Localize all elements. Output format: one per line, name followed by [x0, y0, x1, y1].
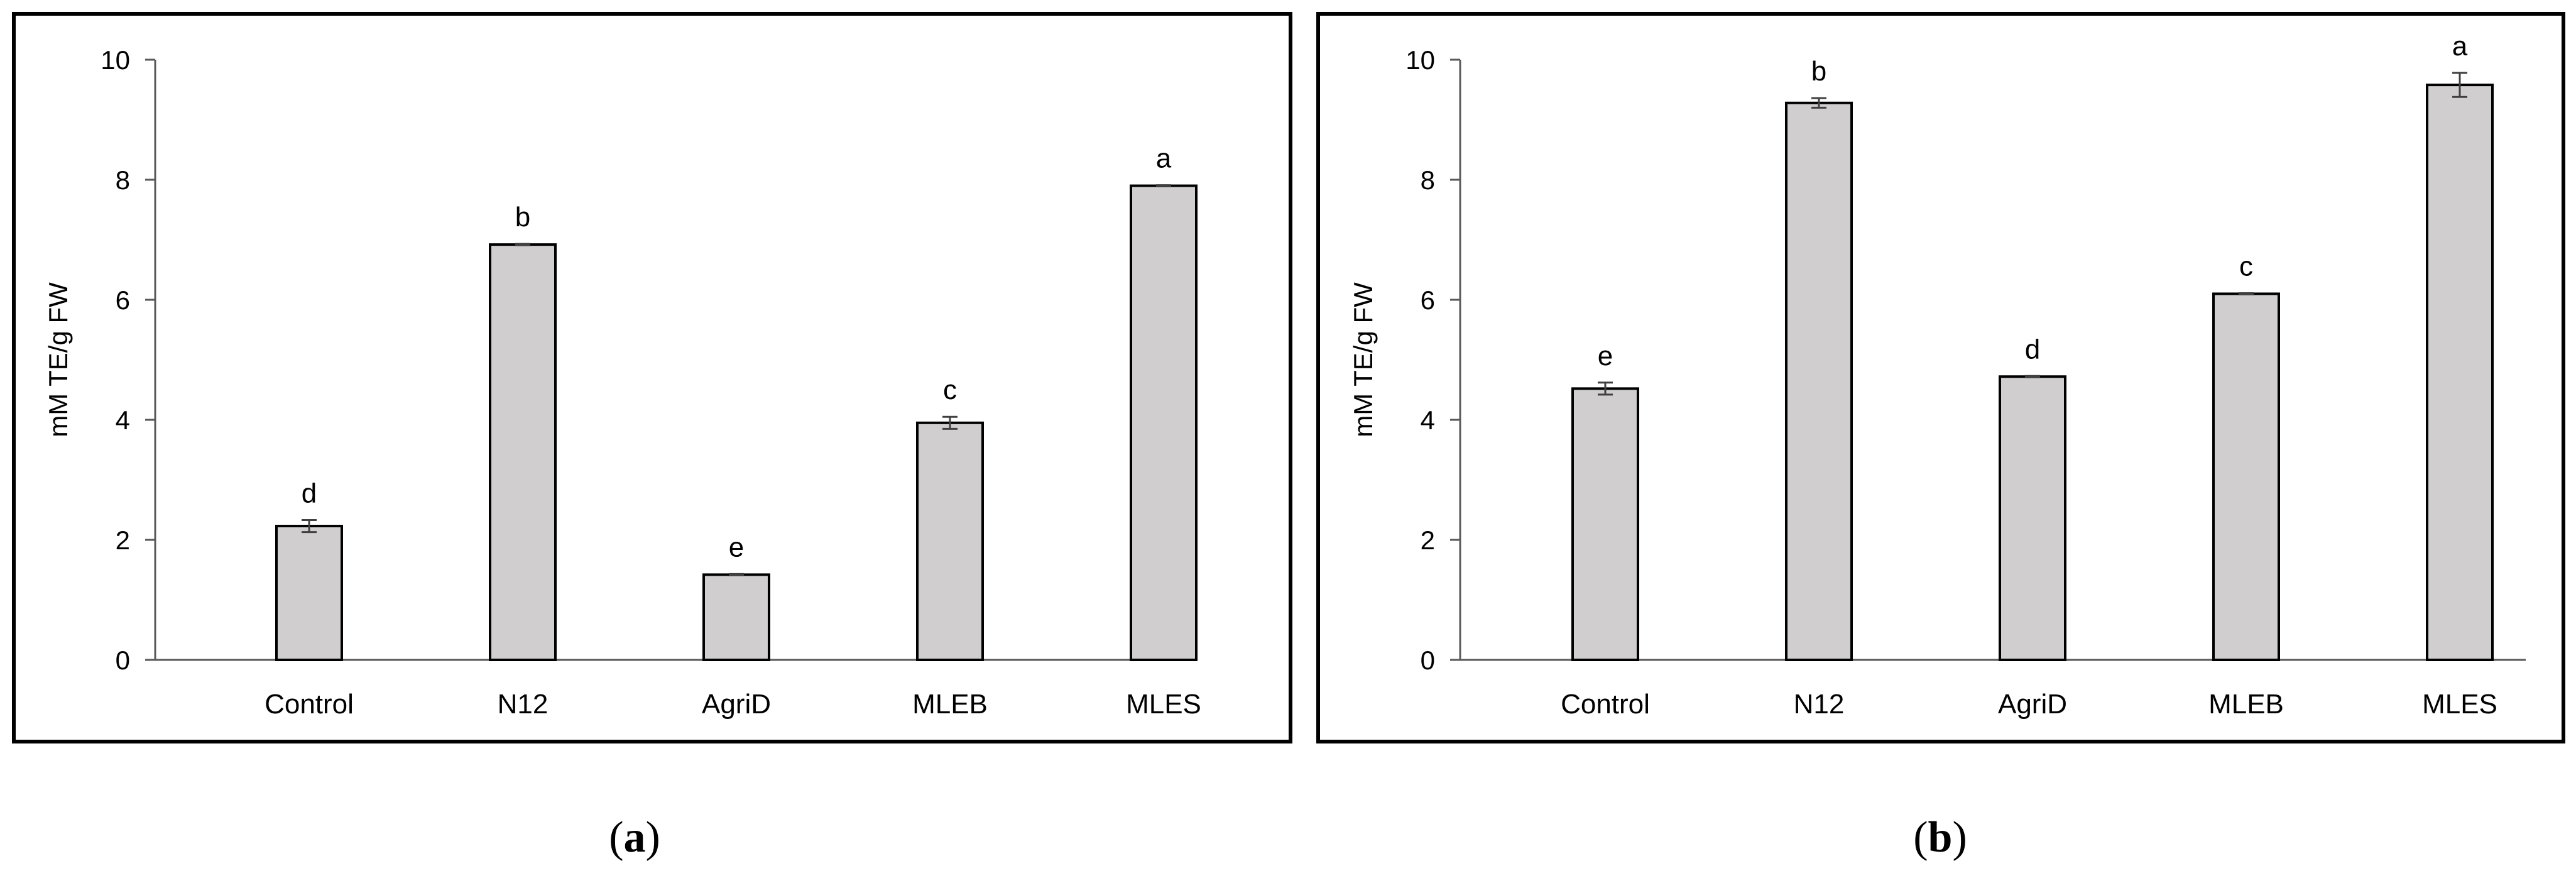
- chart-panel-a: 0 2 4 6 8 10 mM TE/g FW d Control b N12 e AgriD c MLEB…: [12, 12, 1292, 862]
- significance-letter: b: [515, 202, 530, 233]
- y-tick-label: 2: [116, 525, 130, 555]
- panel-caption: (b): [1913, 813, 1967, 862]
- bar: [275, 525, 343, 661]
- panel-caption: (a): [609, 813, 660, 862]
- y-tick-label: 2: [1421, 525, 1435, 555]
- x-tick-label: AgriD: [1998, 689, 2067, 720]
- y-axis-title: mM TE/g FW: [43, 282, 73, 437]
- significance-letter: b: [1811, 56, 1826, 87]
- x-tick-label: MLEB: [2208, 689, 2284, 720]
- error-bar: [1598, 381, 1613, 396]
- y-tick-label: 8: [1421, 165, 1435, 195]
- error-bar: [1156, 184, 1171, 188]
- significance-letter: a: [2452, 31, 2468, 62]
- x-tick-label: Control: [265, 689, 354, 720]
- x-tick-label: AgriD: [702, 689, 771, 720]
- x-tick-label: MLEB: [912, 689, 988, 720]
- error-bar: [1811, 97, 1826, 109]
- significance-letter: e: [729, 532, 744, 562]
- bar: [1785, 101, 1853, 661]
- error-bar: [942, 415, 958, 430]
- error-bar: [2452, 72, 2467, 98]
- bar: [1571, 387, 1639, 662]
- significance-letter: e: [1598, 341, 1613, 371]
- x-tick-label: N12: [1794, 689, 1845, 720]
- y-tick-label: 10: [1405, 45, 1435, 75]
- y-tick-label: 0: [116, 645, 130, 675]
- error-bar: [515, 243, 530, 246]
- significance-letter: d: [302, 478, 317, 508]
- y-tick-label: 0: [1421, 645, 1435, 675]
- y-tick-label: 10: [101, 45, 130, 75]
- y-tick-label: 8: [116, 165, 130, 195]
- x-tick-label: Control: [1561, 689, 1650, 720]
- y-tick-label: 6: [116, 285, 130, 315]
- bar: [702, 573, 770, 662]
- bar: [1130, 184, 1198, 661]
- x-tick-label: MLES: [2422, 689, 2497, 720]
- error-bar: [2025, 375, 2040, 378]
- y-tick-label: 6: [1421, 285, 1435, 315]
- chart-panel-b: 0 2 4 6 8 10 mM TE/g FW e Control b N12 d AgriD c MLEB…: [1316, 12, 2565, 862]
- bar: [2212, 292, 2280, 661]
- x-tick-label: N12: [498, 689, 548, 720]
- error-bar: [729, 573, 744, 576]
- significance-letter: a: [1156, 143, 1172, 174]
- significance-letter: d: [2025, 334, 2040, 365]
- y-tick-label: 4: [1421, 405, 1435, 435]
- error-bar: [302, 518, 317, 534]
- y-axis-title: mM TE/g FW: [1348, 282, 1378, 437]
- y-tick-label: 4: [116, 405, 130, 435]
- bar: [489, 243, 557, 661]
- error-bar: [2239, 292, 2254, 295]
- bar: [1999, 375, 2066, 661]
- x-tick-label: MLES: [1126, 689, 1201, 720]
- bar: [916, 421, 984, 662]
- chart-frame: [1316, 12, 2565, 743]
- bar: [2426, 84, 2494, 662]
- chart-frame: [12, 12, 1292, 743]
- significance-letter: c: [943, 375, 957, 405]
- significance-letter: c: [2239, 251, 2253, 282]
